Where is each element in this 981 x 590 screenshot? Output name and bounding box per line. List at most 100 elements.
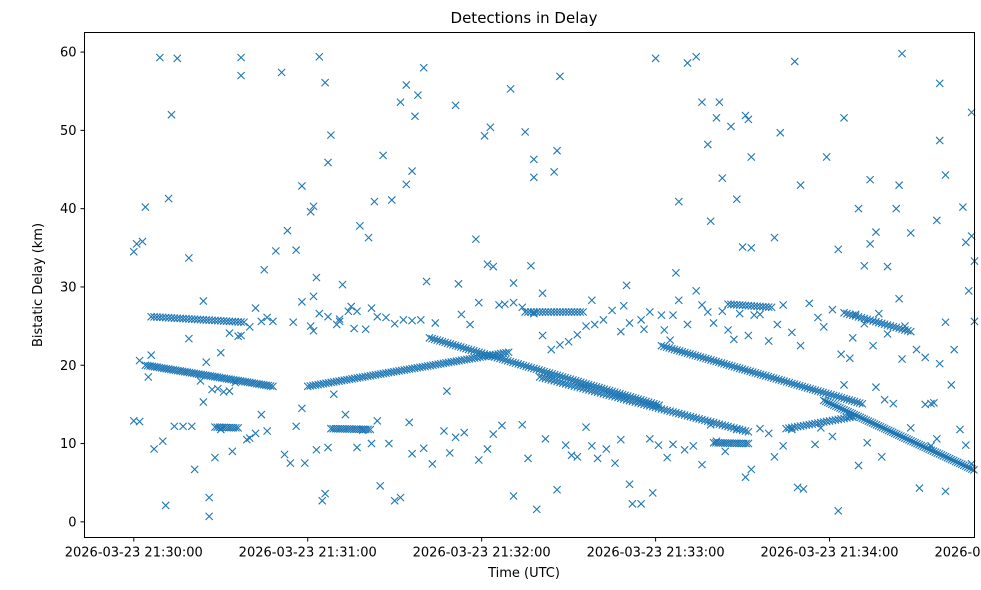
data-point <box>582 385 591 394</box>
y-tick-label: 40 <box>60 202 77 217</box>
data-point <box>622 281 631 290</box>
data-point <box>906 423 915 432</box>
data-point <box>689 441 698 450</box>
data-point <box>129 247 138 256</box>
data-point <box>555 378 564 387</box>
data-point <box>541 308 550 317</box>
data-point <box>799 484 808 493</box>
data-point <box>553 377 562 386</box>
data-point <box>698 415 706 424</box>
data-point <box>683 411 692 420</box>
data-point <box>862 416 871 425</box>
data-point <box>863 438 872 447</box>
data-point <box>698 460 706 469</box>
data-point <box>906 228 915 237</box>
data-point <box>929 447 938 456</box>
data-point <box>824 390 833 398</box>
data-point <box>390 496 399 505</box>
data-point <box>866 175 875 184</box>
data-point <box>863 315 872 324</box>
data-point <box>474 298 483 307</box>
x-tick-label: 2026-03-23 21:34:00 <box>761 546 899 561</box>
data-point <box>785 378 794 387</box>
data-point <box>324 312 333 321</box>
data-point <box>439 427 448 436</box>
data-point <box>613 393 622 402</box>
data-point <box>937 450 946 459</box>
data-point <box>558 379 567 388</box>
data-point <box>773 320 782 329</box>
data-point <box>147 351 156 360</box>
data-point <box>800 383 809 392</box>
data-point <box>903 326 912 335</box>
data-point <box>700 416 709 425</box>
data-point <box>951 457 960 466</box>
data-point <box>669 311 677 320</box>
data-point <box>874 421 883 430</box>
data-point <box>724 422 733 431</box>
data-point <box>941 487 950 496</box>
data-point <box>666 336 675 345</box>
data-point <box>370 197 379 206</box>
data-point <box>616 327 625 336</box>
data-point <box>454 279 463 288</box>
chart-title: Detections in Delay <box>451 9 598 27</box>
data-point <box>680 348 689 357</box>
data-point <box>900 322 909 331</box>
data-point <box>338 280 347 289</box>
data-point <box>787 328 796 337</box>
data-point <box>892 323 901 332</box>
data-point <box>555 308 564 317</box>
data-point <box>827 390 835 399</box>
data-point <box>883 262 892 271</box>
data-point <box>947 380 956 389</box>
data-point <box>831 402 840 411</box>
data-point <box>660 405 669 414</box>
data-point <box>832 392 841 401</box>
data-point <box>582 423 591 432</box>
data-point <box>584 385 593 394</box>
data-point <box>935 359 944 368</box>
data-point <box>923 444 932 453</box>
data-point <box>268 317 277 326</box>
data-point <box>714 358 723 367</box>
data-point <box>318 496 327 505</box>
data-point <box>637 315 646 324</box>
data-point <box>467 346 476 355</box>
data-point <box>199 398 208 407</box>
data-point <box>482 350 491 359</box>
data-point <box>902 434 911 443</box>
data-point <box>856 413 865 422</box>
data-point <box>850 397 859 406</box>
data-point <box>390 319 399 328</box>
data-point <box>698 98 706 107</box>
data-point <box>742 439 751 448</box>
data-point <box>431 318 440 327</box>
data-point <box>596 388 605 397</box>
data-point <box>744 331 753 340</box>
data-point <box>508 358 517 367</box>
data-point <box>451 101 460 110</box>
data-point <box>516 360 525 369</box>
data-point <box>141 203 150 212</box>
data-point <box>509 298 518 307</box>
data-point <box>654 441 663 450</box>
data-point <box>529 364 538 373</box>
data-point <box>756 370 765 379</box>
data-point <box>874 309 883 318</box>
data-point <box>489 262 498 271</box>
data-point <box>579 384 588 393</box>
data-point <box>535 308 544 317</box>
data-point <box>750 311 759 320</box>
data-point <box>529 155 538 164</box>
data-point <box>915 484 924 493</box>
data-point <box>541 434 550 443</box>
x-tick-label: 2026-03-23 21:32:00 <box>413 546 551 561</box>
data-point <box>724 326 733 335</box>
data-point <box>355 221 364 230</box>
data-point <box>129 416 138 425</box>
data-point <box>216 425 225 434</box>
data-point <box>845 354 854 363</box>
data-point <box>567 308 576 317</box>
data-point <box>567 451 576 460</box>
